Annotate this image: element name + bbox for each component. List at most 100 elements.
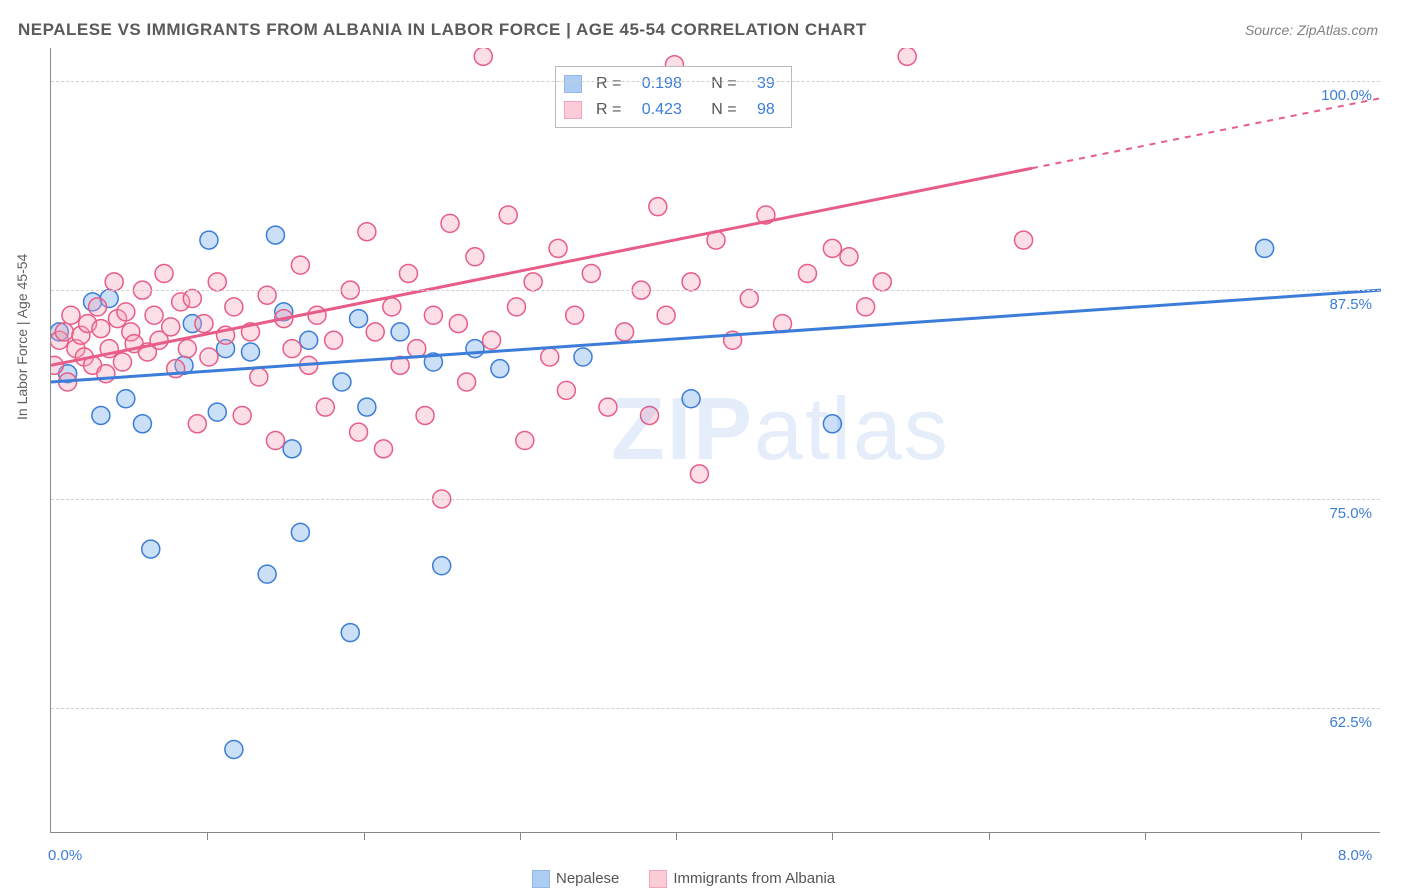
scatter-point-albania [178, 340, 196, 358]
scatter-point-albania [873, 273, 891, 291]
scatter-point-albania [325, 331, 343, 349]
scatter-point-nepalese [682, 390, 700, 408]
scatter-point-albania [557, 381, 575, 399]
series-legend: Nepalese Immigrants from Albania [532, 870, 835, 888]
legend-swatch-nepalese [564, 75, 582, 93]
scatter-point-nepalese [117, 390, 135, 408]
scatter-point-albania [200, 348, 218, 366]
scatter-point-albania [599, 398, 617, 416]
chart-title: NEPALESE VS IMMIGRANTS FROM ALBANIA IN L… [18, 20, 867, 40]
scatter-point-albania [483, 331, 501, 349]
scatter-point-nepalese [258, 565, 276, 583]
scatter-point-nepalese [391, 323, 409, 341]
scatter-point-albania [641, 406, 659, 424]
scatter-point-albania [616, 323, 634, 341]
scatter-point-albania [62, 306, 80, 324]
scatter-point-albania [466, 248, 484, 266]
x-tick [1145, 832, 1146, 840]
x-tick [676, 832, 677, 840]
chart-plot-area: ZIPatlas R = 0.198 N = 39R = 0.423 N = 9… [50, 48, 1380, 833]
scatter-point-albania [823, 239, 841, 257]
scatter-point-albania [449, 315, 467, 333]
r-label: R = [596, 71, 621, 97]
scatter-point-nepalese [300, 331, 318, 349]
scatter-point-albania [458, 373, 476, 391]
legend-item-nepalese: Nepalese [532, 870, 619, 888]
y-axis-label: In Labor Force | Age 45-54 [14, 254, 30, 420]
scatter-point-nepalese [291, 523, 309, 541]
scatter-point-nepalese [200, 231, 218, 249]
scatter-point-nepalese [92, 406, 110, 424]
scatter-point-albania [183, 290, 201, 308]
scatter-point-albania [524, 273, 542, 291]
legend-item-albania: Immigrants from Albania [649, 870, 835, 888]
scatter-point-nepalese [823, 415, 841, 433]
scatter-point-albania [113, 353, 131, 371]
regression-line-dashed-albania [1032, 98, 1381, 168]
scatter-point-albania [516, 432, 534, 450]
legend-swatch-albania [649, 870, 667, 888]
source-attribution: Source: ZipAtlas.com [1245, 22, 1378, 38]
scatter-point-albania [283, 340, 301, 358]
scatter-point-albania [266, 432, 284, 450]
scatter-point-nepalese [142, 540, 160, 558]
scatter-point-albania [308, 306, 326, 324]
scatter-point-nepalese [133, 415, 151, 433]
scatter-point-albania [162, 318, 180, 336]
gridline [51, 499, 1380, 500]
scatter-point-albania [55, 323, 73, 341]
scatter-point-albania [366, 323, 384, 341]
scatter-point-albania [424, 306, 442, 324]
scatter-point-albania [258, 286, 276, 304]
n-label: N = [711, 97, 736, 123]
scatter-point-albania [358, 223, 376, 241]
scatter-point-albania [375, 440, 393, 458]
scatter-point-albania [117, 303, 135, 321]
legend-swatch-albania [564, 101, 582, 119]
scatter-point-albania [188, 415, 206, 433]
scatter-point-albania [649, 198, 667, 216]
scatter-point-albania [383, 298, 401, 316]
scatter-point-nepalese [433, 557, 451, 575]
scatter-point-albania [441, 214, 459, 232]
scatter-point-nepalese [242, 343, 260, 361]
scatter-point-nepalese [491, 360, 509, 378]
legend-swatch-nepalese [532, 870, 550, 888]
chart-svg [51, 48, 1381, 833]
scatter-point-nepalese [466, 340, 484, 358]
x-axis-max-label: 8.0% [1338, 847, 1372, 864]
source-value: ZipAtlas.com [1297, 22, 1378, 38]
legend-label: Nepalese [556, 870, 619, 887]
scatter-point-albania [508, 298, 526, 316]
scatter-point-albania [898, 48, 916, 65]
scatter-point-albania [225, 298, 243, 316]
scatter-point-albania [92, 320, 110, 338]
y-tick-label: 87.5% [1329, 296, 1372, 313]
scatter-point-albania [566, 306, 584, 324]
scatter-point-albania [549, 239, 567, 257]
source-label: Source: [1245, 22, 1293, 38]
scatter-point-albania [541, 348, 559, 366]
n-value: 39 [757, 71, 775, 97]
scatter-point-albania [657, 306, 675, 324]
regression-line-albania [51, 168, 1032, 365]
x-tick [1301, 832, 1302, 840]
n-value: 98 [757, 97, 775, 123]
scatter-point-nepalese [333, 373, 351, 391]
scatter-point-albania [857, 298, 875, 316]
scatter-point-albania [740, 290, 758, 308]
scatter-point-albania [250, 368, 268, 386]
correlation-row-albania: R = 0.423 N = 98 [564, 97, 775, 123]
gridline [51, 290, 1380, 291]
scatter-point-nepalese [574, 348, 592, 366]
r-label: R = [596, 97, 621, 123]
correlation-row-nepalese: R = 0.198 N = 39 [564, 71, 775, 97]
scatter-point-albania [474, 48, 492, 65]
r-value: 0.198 [642, 71, 682, 97]
y-tick-label: 100.0% [1321, 87, 1372, 104]
scatter-point-albania [316, 398, 334, 416]
scatter-point-albania [208, 273, 226, 291]
x-tick [832, 832, 833, 840]
scatter-point-nepalese [358, 398, 376, 416]
scatter-point-nepalese [1256, 239, 1274, 257]
